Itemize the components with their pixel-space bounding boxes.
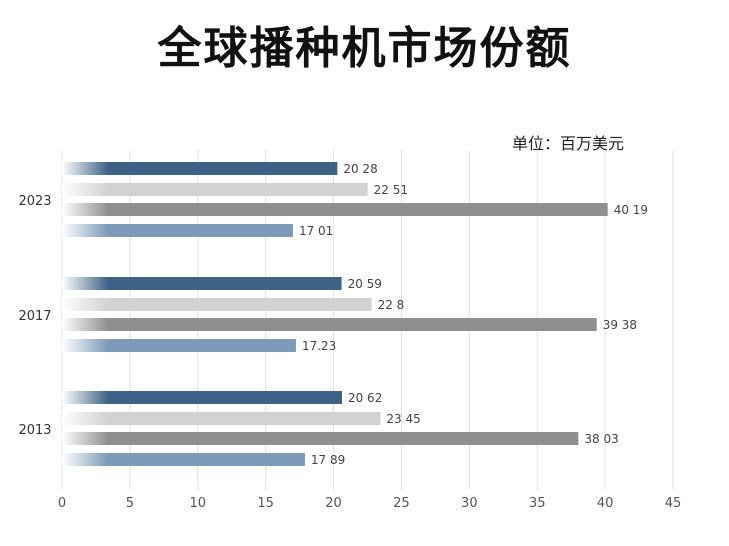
value-label: 39 38 xyxy=(603,318,637,332)
bar xyxy=(62,318,597,331)
bar xyxy=(62,298,372,311)
x-tick-label: 45 xyxy=(665,496,682,511)
x-tick-label: 15 xyxy=(257,496,274,511)
bar-fade xyxy=(62,317,108,332)
x-tick-label: 5 xyxy=(126,496,134,511)
bar xyxy=(62,412,381,425)
bar xyxy=(62,183,368,196)
category-label: 2023 xyxy=(18,194,51,209)
x-tick-label: 0 xyxy=(58,496,66,511)
unit-label: 单位：百万美元 xyxy=(512,134,625,153)
x-tick-label: 10 xyxy=(190,496,207,511)
chart-title: 全球播种机市场份额 xyxy=(157,23,572,74)
category-label: 2017 xyxy=(18,309,51,324)
bar-fade xyxy=(62,202,108,217)
value-label: 23 45 xyxy=(386,412,420,426)
bar xyxy=(62,391,342,404)
x-tick-label: 40 xyxy=(597,496,614,511)
bar-fade xyxy=(62,411,108,426)
bar xyxy=(62,453,305,466)
value-labels: 20 28 22 51 40 19 17 01 20 59 22 8 39 38 17.23 2… xyxy=(299,162,648,467)
bar-fade xyxy=(62,276,108,291)
bar-fade xyxy=(62,297,108,312)
x-tick-label: 30 xyxy=(461,496,478,511)
value-label: 20 62 xyxy=(348,391,382,405)
bar-fade xyxy=(62,452,108,467)
bar-fade xyxy=(62,431,108,446)
value-label: 40 19 xyxy=(614,203,648,217)
value-label: 17 01 xyxy=(299,224,333,238)
x-tick-label: 25 xyxy=(393,496,410,511)
bar xyxy=(62,432,579,445)
value-label: 20 28 xyxy=(343,162,377,176)
x-tick-label: 20 xyxy=(325,496,342,511)
bar xyxy=(62,277,342,290)
bar-fade xyxy=(62,223,108,238)
value-label: 38 03 xyxy=(584,432,618,446)
bar xyxy=(62,224,293,237)
value-label: 17 89 xyxy=(311,453,345,467)
bar xyxy=(62,203,608,216)
x-axis: 0 5 10 15 20 25 30 35 40 45 xyxy=(58,496,681,511)
value-label: 22 51 xyxy=(374,183,408,197)
value-label: 17.23 xyxy=(302,339,336,353)
value-label: 20 59 xyxy=(348,277,382,291)
bar xyxy=(62,339,296,352)
bar-fade xyxy=(62,182,108,197)
bar-fade xyxy=(62,338,108,353)
bar-fade xyxy=(62,390,108,405)
bars xyxy=(62,161,608,467)
bar xyxy=(62,162,338,175)
x-tick-label: 35 xyxy=(529,496,546,511)
category-label: 2013 xyxy=(18,423,51,438)
y-axis: 2023 2017 2013 xyxy=(18,194,51,438)
value-label: 22 8 xyxy=(378,298,405,312)
bar-fade xyxy=(62,161,108,176)
